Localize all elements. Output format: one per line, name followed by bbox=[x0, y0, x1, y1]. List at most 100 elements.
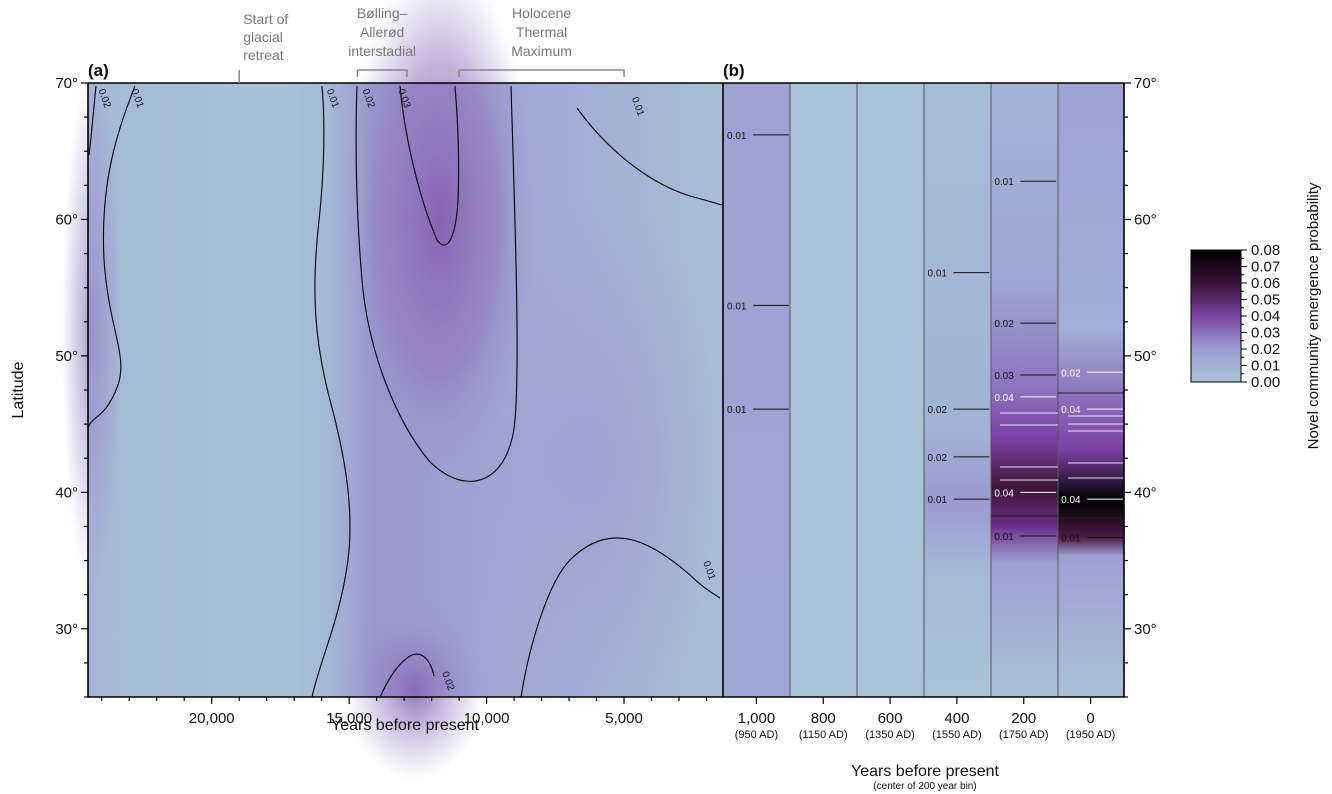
contour-line bbox=[355, 85, 518, 482]
bin-tick-sublabel: (1550 AD) bbox=[932, 729, 982, 741]
bin-0-column bbox=[1058, 83, 1124, 697]
panel-b-heatmap bbox=[723, 83, 1124, 697]
y-tick-label-left: 30° bbox=[55, 621, 78, 638]
y-tick-label-right: 70° bbox=[1134, 75, 1157, 92]
bin-tick-sublabel: (1950 AD) bbox=[1066, 729, 1116, 741]
colorbar-tick-label: 0.04 bbox=[1251, 308, 1280, 325]
period-bracket bbox=[356, 69, 408, 77]
bin-contour-label: 0.02 bbox=[928, 453, 948, 464]
colorbar-tick-label: 0.08 bbox=[1251, 242, 1280, 259]
bin-contour-label: 0.01 bbox=[928, 269, 948, 280]
y-tick-label-right: 30° bbox=[1134, 621, 1157, 638]
colorbar-title: Novel community emergence probability bbox=[1305, 182, 1322, 449]
contour-line bbox=[576, 107, 723, 206]
bin-contour-label: 0.01 bbox=[727, 131, 747, 142]
period-label-line: Allerød bbox=[360, 24, 404, 40]
panel-b-bin-separators bbox=[789, 83, 1059, 697]
y-tick-label-left: 60° bbox=[55, 211, 78, 228]
panel-b-inner-contours bbox=[1000, 412, 1124, 481]
axis-ticks bbox=[81, 82, 1131, 704]
bin-tick-label: 0 bbox=[1086, 710, 1094, 727]
y-tick-label-right: 60° bbox=[1134, 211, 1157, 228]
colorbar-tick-label: 0.03 bbox=[1251, 325, 1280, 342]
period-label-line: Thermal bbox=[516, 24, 567, 40]
panel-a-heatmap bbox=[62, 0, 740, 780]
bin-400-column bbox=[924, 83, 991, 697]
period-label-line: Maximum bbox=[511, 43, 572, 59]
colorbar-ticks: 0.000.010.020.030.040.050.060.070.08 bbox=[1241, 242, 1280, 391]
bin-contour-label: 0.04 bbox=[1061, 405, 1081, 416]
axis-tick-labels: 30° 30° 40° 40° 50° 50° 60° 60° 70° 70° 20,000 15,0… bbox=[55, 75, 1156, 741]
bin-contour-label: 0.01 bbox=[727, 405, 747, 416]
bin-contour-label: 0.04 bbox=[994, 488, 1014, 499]
colorbar-tick-label: 0.05 bbox=[1251, 292, 1280, 309]
bin-tick-sublabel: (1750 AD) bbox=[999, 729, 1049, 741]
panel-b-x-axis-subtitle: (center of 200 year bin) bbox=[873, 781, 976, 792]
contour-line bbox=[520, 537, 721, 698]
bin-contour-label: 0.02 bbox=[994, 319, 1014, 330]
bin-tick-sublabel: (950 AD) bbox=[735, 729, 778, 741]
bin-contour-label: 0.01 bbox=[994, 532, 1014, 543]
colorbar: 0.000.010.020.030.040.050.060.070.08 Nov… bbox=[1190, 182, 1322, 449]
colorbar-tick-label: 0.02 bbox=[1251, 341, 1280, 358]
period-label-line: Bølling– bbox=[357, 5, 408, 21]
x-tick-label: 10,000 bbox=[464, 710, 510, 727]
bin-contour-label: 0.01 bbox=[928, 495, 948, 506]
bin-contour-label: 0.04 bbox=[994, 393, 1014, 404]
panel-a-label: (a) bbox=[88, 61, 109, 80]
panel-a-x-axis-title: Years before present bbox=[331, 717, 480, 734]
colorbar-tick-label: 0.00 bbox=[1251, 374, 1280, 391]
bin-tick-label: 400 bbox=[944, 710, 969, 727]
panel-a-blob-west bbox=[62, 70, 122, 590]
bin-contour-label: 0.03 bbox=[994, 371, 1014, 382]
bin-contour-label: 0.01 bbox=[994, 177, 1014, 188]
panel-b-contour-labels: 0.01 0.01 0.01 0.01 0.02 0.02 0.01 0.01 0.02 0.03… bbox=[727, 131, 1123, 544]
bin-contour-label: 0.02 bbox=[928, 405, 948, 416]
y-tick-label-left: 40° bbox=[55, 484, 78, 501]
colorbar-tick-label: 0.07 bbox=[1251, 259, 1280, 276]
panel-a-blob-south bbox=[345, 600, 485, 780]
period-label-line: glacial bbox=[243, 29, 283, 45]
panel-b-label: (b) bbox=[723, 61, 745, 80]
contour-line bbox=[87, 85, 136, 429]
bin-1000-column bbox=[723, 83, 790, 697]
bin-tick-label: 200 bbox=[1011, 710, 1036, 727]
bin-tick-label: 1,000 bbox=[738, 710, 776, 727]
period-label-line: retreat bbox=[243, 47, 284, 63]
y-tick-label-right: 40° bbox=[1134, 484, 1157, 501]
panel-b-x-axis-title: Years before present bbox=[851, 763, 1000, 780]
bin-contour-label: 0.01 bbox=[727, 301, 747, 312]
bin-200-column bbox=[991, 83, 1058, 697]
y-axis-title: Latitude bbox=[10, 361, 27, 418]
y-tick-label-left: 50° bbox=[55, 348, 78, 365]
panel-b-edge-contours bbox=[991, 392, 1124, 519]
bin-contour-label: 0.02 bbox=[1061, 368, 1081, 379]
bin-contour-label: 0.04 bbox=[1061, 495, 1081, 506]
bin-tick-label: 600 bbox=[878, 710, 903, 727]
period-label-line: Start of bbox=[243, 11, 288, 27]
period-bracket bbox=[458, 69, 625, 77]
bin-600-column bbox=[857, 83, 924, 697]
bin-contour-label: 0.01 bbox=[1061, 533, 1081, 544]
y-tick-label-right: 50° bbox=[1134, 348, 1157, 365]
colorbar-gradient bbox=[1190, 249, 1242, 383]
contour-line bbox=[311, 85, 351, 698]
x-tick-label: 5,000 bbox=[605, 710, 643, 727]
bin-tick-label: 800 bbox=[811, 710, 836, 727]
bin-tick-sublabel: (1150 AD) bbox=[799, 729, 848, 741]
x-tick-label: 20,000 bbox=[189, 710, 235, 727]
x-tick-label: 15,000 bbox=[326, 710, 372, 727]
colorbar-tick-label: 0.06 bbox=[1251, 275, 1280, 292]
bin-tick-sublabel: (1350 AD) bbox=[865, 729, 915, 741]
period-annotations: Start of glacial retreat Bølling– Allerød int… bbox=[238, 5, 625, 83]
y-tick-label-left: 70° bbox=[55, 75, 78, 92]
contour-line bbox=[399, 85, 460, 246]
period-label-line: interstadial bbox=[348, 43, 416, 59]
bin-800-column bbox=[790, 83, 857, 697]
period-label-line: Holocene bbox=[512, 5, 571, 21]
panel-a-blob-east bbox=[460, 200, 740, 720]
contour-line bbox=[379, 653, 435, 698]
contour-line bbox=[88, 85, 97, 156]
colorbar-tick-label: 0.01 bbox=[1251, 358, 1280, 375]
